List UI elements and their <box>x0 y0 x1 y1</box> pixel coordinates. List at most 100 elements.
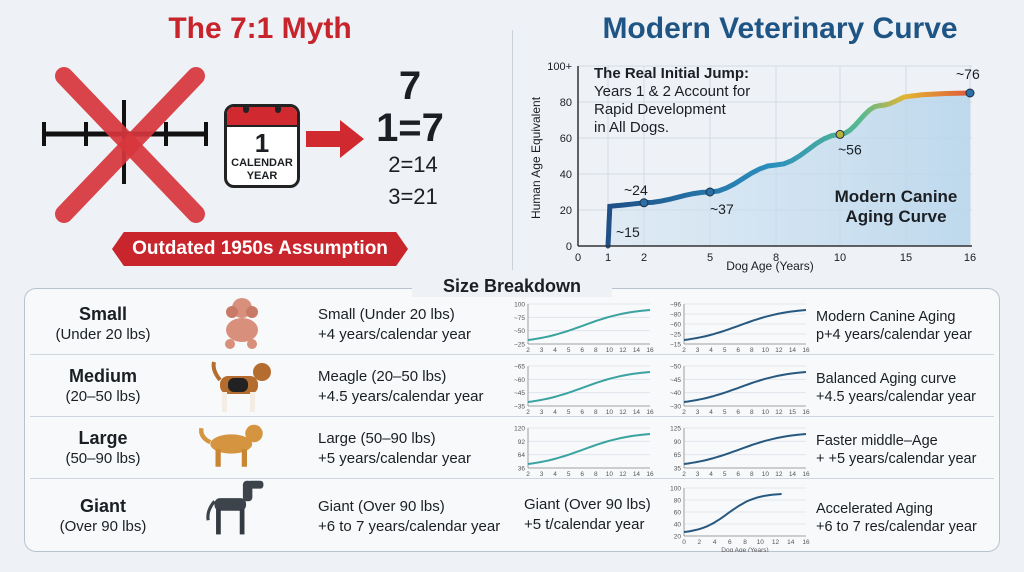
mini-x-tick: 14 <box>787 539 795 546</box>
size-range-medium: (20–50 lbs) <box>65 388 141 405</box>
mini-x-tick: 12 <box>775 347 783 354</box>
curve-annotation: ~24 <box>624 182 648 198</box>
curve-label-1: Modern Canine <box>835 187 958 206</box>
mini-y-tick: ~45 <box>514 390 525 397</box>
mini-x-tick: 16 <box>646 409 654 416</box>
mini-chart: 120 92 64 362 3 4 5 6 8 10 12 14 16 <box>514 426 654 479</box>
mini-x-tick: 5 <box>567 347 571 354</box>
y-tick-label: 100+ <box>547 61 572 73</box>
row-divider <box>30 478 994 479</box>
curve-annotation: ~76 <box>956 66 980 82</box>
row-divider <box>30 354 994 355</box>
mini-x-tick: 6 <box>736 471 740 478</box>
mini-x-tick: 10 <box>606 347 614 354</box>
mini-curve <box>683 493 782 533</box>
mini-x-tick: 12 <box>775 409 783 416</box>
mini-x-tick: 8 <box>750 471 754 478</box>
desc-large-2: +5 years/calendar year <box>318 450 472 467</box>
mini-y-tick: 100 <box>670 486 681 493</box>
mini-x-tick: 6 <box>736 409 740 416</box>
mini-x-tick: 3 <box>696 409 700 416</box>
mini-y-tick: 92 <box>518 439 526 446</box>
x-tick-label: 5 <box>707 252 713 264</box>
curve-annotation: ~56 <box>838 141 862 157</box>
size-name-large: Large <box>78 428 128 448</box>
mini-x-tick: 8 <box>750 347 754 354</box>
poodle-icon <box>225 298 258 349</box>
mini-x-tick: 3 <box>696 347 700 354</box>
curve-point <box>965 88 975 98</box>
mini-chart: 100 ~75 ~50 ~252 3 4 5 6 8 10 12 14 16 <box>514 302 654 355</box>
callout-line-1: The Real Initial Jump: <box>594 65 749 82</box>
mini-x-tick: 6 <box>728 539 732 546</box>
mini-x-tick: 8 <box>594 409 598 416</box>
mini-y-tick: ~80 <box>670 312 681 319</box>
mini-x-tick: 10 <box>757 539 765 546</box>
curve-label-2: Aging Curve <box>845 207 946 226</box>
aging-curve-line <box>605 90 973 249</box>
mini-charts: 100~75~50~252 3 4 5 6 8 10 12 14 16~96~80~60~25~1… <box>514 302 810 553</box>
desc-giant-1: Giant (Over 90 lbs) <box>318 498 445 515</box>
mini-x-tick: 16 <box>646 471 654 478</box>
curve-annotation: ~15 <box>616 224 640 240</box>
mini-x-tick: 16 <box>802 347 810 354</box>
mini-y-tick: ~50 <box>670 364 681 371</box>
desc-small-2: +4 years/calendar year <box>318 326 472 343</box>
size-range-large: (50–90 lbs) <box>65 450 141 467</box>
mini-x-tick: 14 <box>633 471 641 478</box>
desc-medium-2: +4.5 years/calendar year <box>318 388 484 405</box>
mini-x-tick: 10 <box>606 409 614 416</box>
mini-y-tick: ~30 <box>670 404 681 411</box>
callout-line-4: in All Dogs. <box>594 119 669 136</box>
x-tick-label: 10 <box>834 252 846 264</box>
mini-x-tick: 3 <box>540 347 544 354</box>
size-name-small: Small <box>78 304 128 324</box>
desc-giant-mid-2: +5 t/calendar year <box>524 516 645 533</box>
note-large-1: Faster middle–Age <box>816 433 938 449</box>
mini-y-tick: ~15 <box>670 342 681 349</box>
mini-curve <box>683 309 807 341</box>
y-tick-label: 0 <box>566 241 572 253</box>
mini-x-tick: 4 <box>709 471 713 478</box>
mini-x-tick: 10 <box>606 471 614 478</box>
mini-x-tick: 12 <box>619 347 627 354</box>
mini-y-tick: ~35 <box>514 404 525 411</box>
mini-x-tick: 2 <box>682 409 686 416</box>
mini-x-tick: 4 <box>709 409 713 416</box>
aging-curve-chart: ~15 ~24 ~37 ~56 ~76 0 20 40 60 80 100+ 0 1 2 5 8 10 15 16… <box>529 61 980 273</box>
mini-y-tick: ~25 <box>514 342 525 349</box>
desc-giant-2: +6 to 7 years/calendar year <box>318 518 501 535</box>
x-axis-label: Dog Age (Years) <box>726 259 814 273</box>
mini-curve <box>683 371 807 403</box>
mini-x-tick: 12 <box>619 409 627 416</box>
mini-x-tick: 8 <box>594 347 598 354</box>
mini-x-tick: 5 <box>723 347 727 354</box>
mini-y-tick: ~60 <box>670 322 681 329</box>
mini-x-tick: 4 <box>713 539 717 546</box>
size-range-small: (Under 20 lbs) <box>55 326 151 343</box>
arrow-right-icon <box>306 120 364 158</box>
mini-curve <box>527 309 651 341</box>
mini-curve <box>527 433 651 465</box>
mini-x-tick: 4 <box>553 471 557 478</box>
curve-point <box>639 198 649 208</box>
mini-x-tick: 14 <box>789 347 797 354</box>
size-name-medium: Medium <box>68 366 137 386</box>
mini-x-tick: 2 <box>526 409 530 416</box>
desc-medium-1: Meagle (20–50 lbs) <box>318 368 447 385</box>
mini-y-tick: ~65 <box>514 364 525 371</box>
equation-main: 1=7 <box>376 106 444 150</box>
mini-y-tick: 20 <box>674 534 682 541</box>
note-small-1: Modern Canine Aging <box>816 309 956 325</box>
mini-y-tick: 65 <box>674 452 682 459</box>
mini-x-tick: 2 <box>682 347 686 354</box>
mini-y-tick: 80 <box>674 498 682 505</box>
calendar-icon: 1 CALENDAR YEAR <box>224 104 300 188</box>
mini-x-tick: 16 <box>646 347 654 354</box>
mini-x-tick: 6 <box>580 409 584 416</box>
golden-retriever-icon <box>199 424 263 467</box>
mini-y-tick: 64 <box>518 452 526 459</box>
curve-point <box>835 129 845 139</box>
y-axis-label: Human Age Equivalent <box>529 96 543 219</box>
y-tick-label: 40 <box>560 169 572 181</box>
